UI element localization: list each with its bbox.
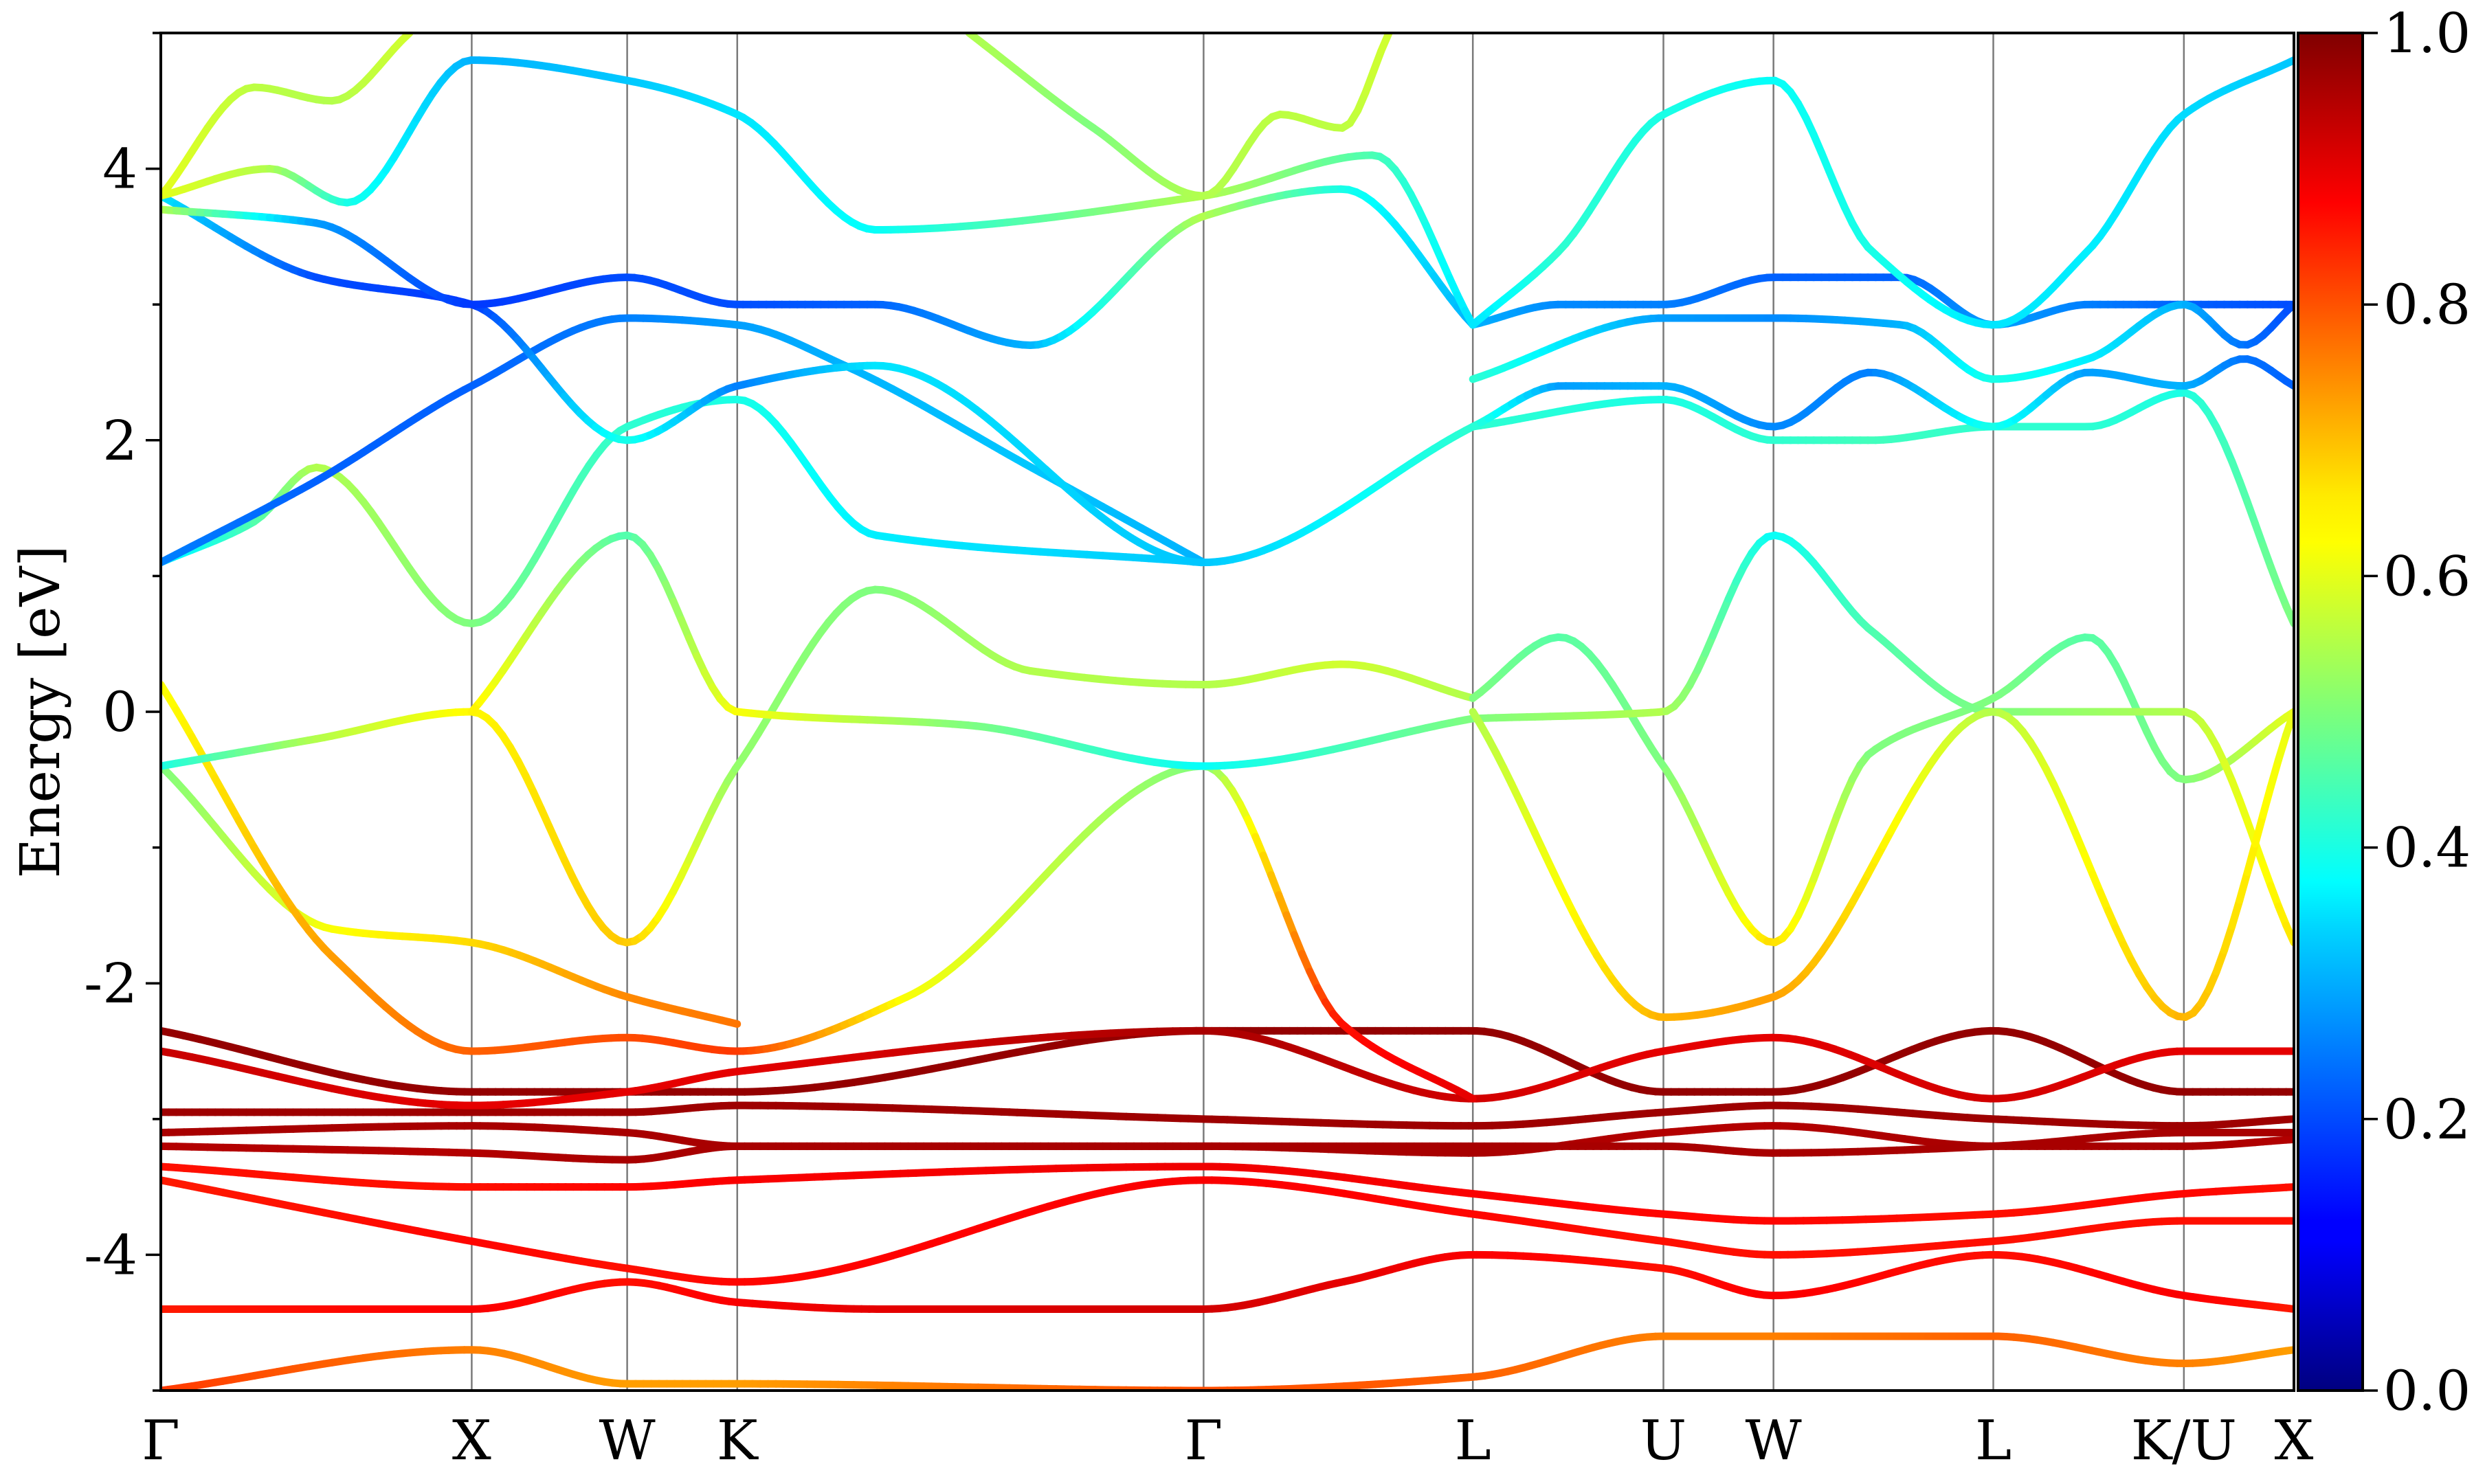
y-tick-label: -4	[84, 1223, 137, 1287]
band-line	[161, 1162, 2294, 1225]
colorbar-tick-label: 1.0	[2383, 1, 2471, 65]
band-line	[161, 1101, 2294, 1130]
x-tick-label: Γ	[142, 1408, 180, 1472]
band-line	[161, 396, 1207, 628]
y-tick-label: -2	[84, 952, 137, 1015]
x-tick-label: K/U	[2131, 1408, 2237, 1472]
band-line	[1469, 531, 2294, 947]
band-line	[1469, 56, 2294, 329]
band-line	[1469, 355, 2294, 431]
x-tick-label: X	[452, 1408, 491, 1472]
x-tick-label: K	[717, 1408, 759, 1472]
band-line	[965, 33, 1393, 200]
band-line	[161, 762, 742, 1028]
band-line	[1469, 633, 2294, 947]
colorbar-tick-label: 0.8	[2383, 273, 2471, 337]
y-axis-title: Energy [eV]	[8, 546, 72, 879]
colorbar-tick-label: 0.6	[2383, 544, 2471, 608]
colorbar	[2297, 32, 2364, 1392]
x-tick-label: X	[2275, 1408, 2314, 1472]
band-line	[161, 33, 414, 200]
band-line	[161, 1332, 2294, 1391]
band-line	[467, 531, 1477, 770]
x-tick-label: W	[599, 1408, 656, 1472]
band-line	[161, 185, 1477, 349]
band-line	[161, 1026, 2294, 1096]
y-axis-ticks: -4 -2 0 2 4	[84, 32, 161, 1392]
x-tick-label: U	[1640, 1408, 1686, 1472]
x-tick-label: Γ	[1185, 1408, 1223, 1472]
band-line	[161, 1026, 2294, 1110]
band-line	[1469, 389, 2294, 628]
band-line	[161, 1176, 2294, 1286]
y-tick-label: 4	[102, 137, 137, 201]
colorbar-tick-label: 0.0	[2383, 1359, 2471, 1423]
colorbar-tick-label: 0.2	[2383, 1088, 2471, 1151]
band-line	[1469, 300, 2294, 383]
band-line	[161, 680, 1477, 1103]
band-line	[161, 192, 1477, 567]
x-tick-label: W	[1746, 1408, 1802, 1472]
y-tick-label: 2	[102, 409, 137, 473]
band-line	[1469, 273, 2294, 329]
colorbar-tick-label: 0.4	[2383, 816, 2471, 880]
x-tick-label: L	[1455, 1408, 1491, 1472]
x-axis-ticks: Γ X W K Γ L U W L K/U X	[142, 1408, 2313, 1472]
band-line	[161, 314, 1207, 567]
x-tick-label: L	[1975, 1408, 2011, 1472]
colorbar-ticks: 0.0 0.2 0.4 0.6 0.8 1.0	[2363, 1, 2471, 1423]
band-line	[161, 1250, 2294, 1313]
y-tick-label: 0	[102, 680, 137, 744]
band-line	[161, 1122, 2294, 1157]
band-line	[1469, 708, 2294, 1022]
band-lines	[161, 33, 2294, 1391]
